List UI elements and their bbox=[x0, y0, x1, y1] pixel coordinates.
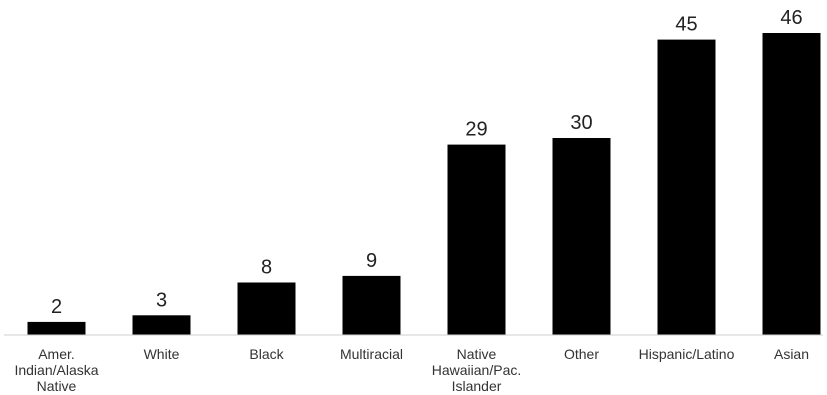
bar-7 bbox=[762, 33, 821, 335]
bar-0 bbox=[27, 321, 86, 335]
value-label-3: 9 bbox=[366, 250, 377, 272]
value-label-4: 29 bbox=[465, 119, 487, 141]
category-label-4-line-1: Hawaiian/Pac. bbox=[432, 362, 522, 378]
category-label-0-line-2: Native bbox=[37, 378, 77, 394]
value-label-2: 8 bbox=[261, 257, 272, 279]
bar-6 bbox=[657, 39, 716, 335]
category-label-2: Black bbox=[249, 346, 284, 362]
category-label-1-line-0: White bbox=[144, 346, 180, 362]
category-label-3: Multiracial bbox=[340, 346, 403, 362]
value-label-1: 3 bbox=[156, 289, 167, 311]
value-labels-group: 2 3 8 9 29 30 45 46 bbox=[51, 7, 803, 318]
value-label-7: 46 bbox=[780, 7, 802, 29]
value-label-6: 45 bbox=[675, 14, 697, 36]
category-label-4-line-0: Native bbox=[457, 346, 497, 362]
category-label-2-line-0: Black bbox=[249, 346, 284, 362]
category-label-6-line-0: Hispanic/Latino bbox=[639, 346, 735, 362]
value-label-5: 30 bbox=[570, 112, 592, 134]
bars-group bbox=[27, 33, 821, 335]
category-label-7-line-0: Asian bbox=[774, 346, 809, 362]
category-label-4: Native Hawaiian/Pac. Islander bbox=[432, 346, 522, 394]
category-label-0-line-0: Amer. bbox=[38, 346, 75, 362]
category-label-6: Hispanic/Latino bbox=[639, 346, 735, 362]
category-label-0-line-1: Indian/Alaska bbox=[14, 362, 98, 378]
category-label-3-line-0: Multiracial bbox=[340, 346, 403, 362]
bar-2 bbox=[237, 282, 296, 335]
category-label-5-line-0: Other bbox=[564, 346, 599, 362]
bar-4 bbox=[447, 144, 506, 335]
bar-1 bbox=[132, 315, 191, 335]
category-label-1: White bbox=[144, 346, 180, 362]
value-label-0: 2 bbox=[51, 296, 62, 318]
category-label-7: Asian bbox=[774, 346, 809, 362]
bar-5 bbox=[552, 138, 611, 335]
category-label-5: Other bbox=[564, 346, 599, 362]
category-label-4-line-2: Islander bbox=[452, 378, 502, 394]
category-label-0: Amer. Indian/Alaska Native bbox=[14, 346, 98, 394]
bar-3 bbox=[342, 275, 401, 335]
